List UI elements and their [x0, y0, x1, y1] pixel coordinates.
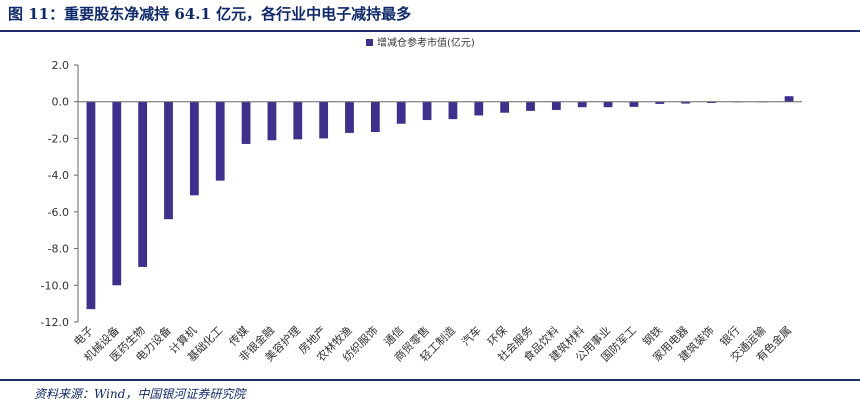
- bar: [345, 101, 354, 133]
- bar: [474, 101, 484, 116]
- bar: [655, 101, 665, 104]
- y-tick-label: 0.0: [52, 96, 70, 109]
- bar: [267, 101, 277, 141]
- bar: [681, 101, 691, 104]
- bar: [707, 101, 716, 103]
- bar: [551, 101, 561, 110]
- y-tick-label: -8.0: [48, 243, 69, 256]
- legend-swatch: [366, 39, 373, 46]
- bar: [448, 101, 458, 120]
- bar: [629, 101, 639, 107]
- y-tick-label: -4.0: [48, 169, 69, 182]
- bars: [86, 96, 794, 310]
- bar: [370, 101, 380, 133]
- footer-rule: [0, 379, 860, 381]
- bar: [784, 96, 794, 102]
- source-note: 资料来源：Wind，中国银河证券研究院: [34, 387, 246, 401]
- y-tick-label: 2.0: [52, 59, 70, 72]
- bar: [164, 101, 173, 220]
- legend-label: 增减仓参考市值(亿元): [377, 36, 475, 49]
- bar: [215, 101, 225, 181]
- bar: [189, 101, 199, 196]
- y-tick-label: -2.0: [48, 132, 69, 145]
- y-tick-label: -12.0: [41, 316, 69, 329]
- y-axis: 2.0 0.0 -2.0 -4.0 -6.0 -8.0 -10.0 -12.0: [41, 59, 79, 329]
- title-rule: [0, 30, 860, 32]
- bar: [112, 101, 122, 286]
- bar: [86, 101, 96, 310]
- bar-chart: 增减仓参考市值(亿元) 2.0 0.0 -2.0 -4.0 -6.0 -8.0 -10.0 -…: [41, 36, 802, 364]
- bar: [241, 101, 251, 144]
- bar: [293, 101, 303, 140]
- bar: [422, 101, 432, 121]
- chart-legend: 增减仓参考市值(亿元): [366, 36, 475, 49]
- y-tick-label: -10.0: [41, 279, 69, 292]
- bar: [396, 101, 406, 124]
- bar: [603, 101, 613, 108]
- bar: [319, 101, 329, 139]
- figure-title: 图 11：重要股东净减持 64.1 亿元，各行业中电子减持最多: [8, 5, 412, 23]
- bar: [577, 101, 587, 108]
- bar: [526, 101, 535, 111]
- x-tick-label: 汽车: [458, 323, 483, 348]
- y-tick-label: -6.0: [48, 206, 69, 219]
- bar: [500, 101, 510, 113]
- bar: [138, 101, 148, 267]
